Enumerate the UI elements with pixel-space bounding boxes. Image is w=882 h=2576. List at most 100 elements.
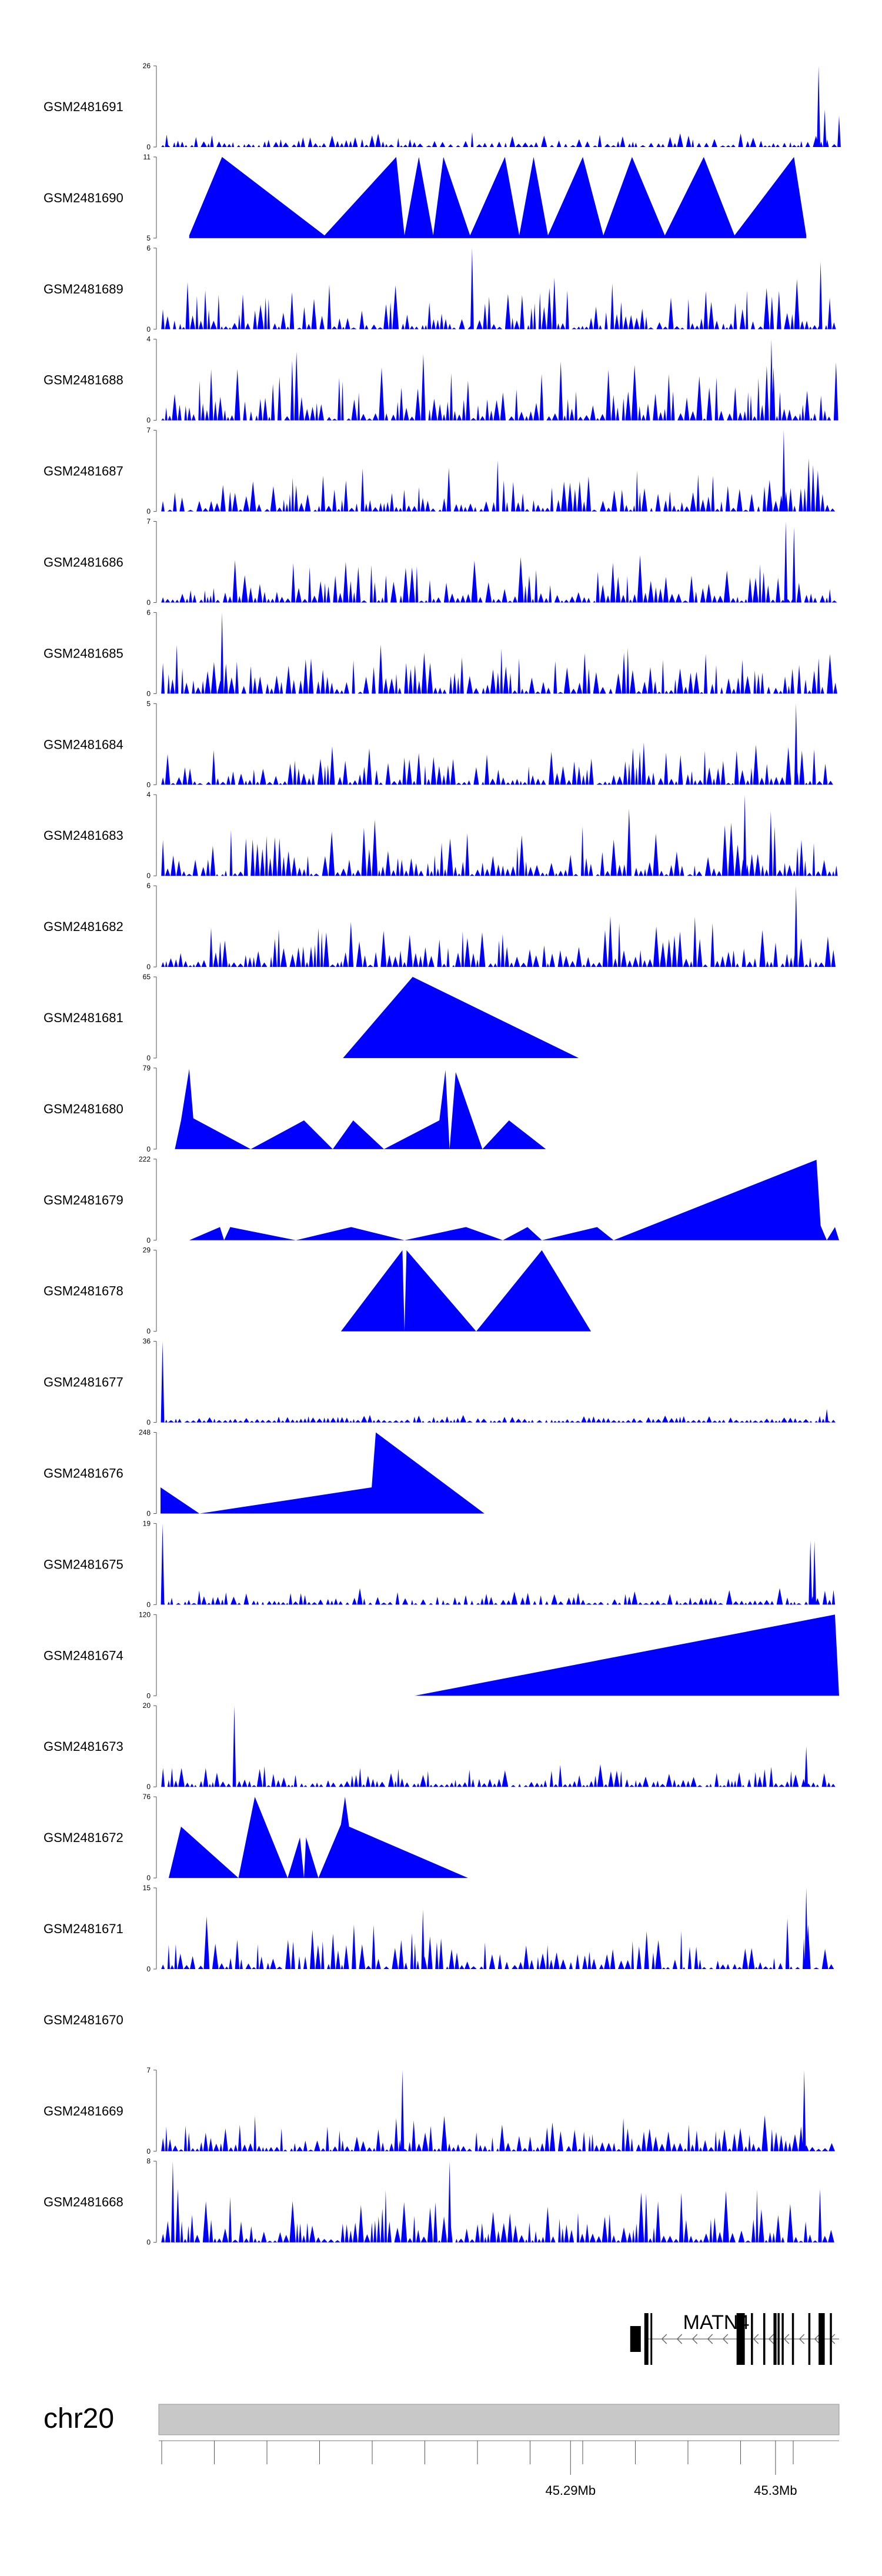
track-gsm2481681: GSM2481681 65 0	[44, 973, 579, 1062]
y-min-label: 0	[146, 1510, 151, 1518]
track-label: GSM2481670	[44, 2013, 123, 2027]
y-max-label: 7	[146, 2066, 151, 2074]
track-gsm2481671: GSM2481671 15 0	[44, 1884, 839, 1973]
track-gsm2481672: GSM2481672 76 0	[44, 1793, 468, 1882]
y-min-label: 0	[146, 416, 151, 425]
y-max-label: 36	[143, 1337, 151, 1346]
strand-arrow	[722, 2334, 729, 2344]
track-gsm2481669: GSM2481669 7 0	[44, 2066, 839, 2155]
track-gsm2481689: GSM2481689 6 0	[44, 244, 839, 333]
track-gsm2481690: GSM2481690 11 5	[44, 153, 807, 242]
coverage-area	[161, 1888, 839, 1969]
track-gsm2481680: GSM2481680 79 0	[44, 1064, 546, 1153]
y-max-label: 76	[143, 1793, 151, 1801]
strand-arrow	[707, 2334, 713, 2344]
y-min-label: 0	[146, 599, 151, 607]
y-min-label: 0	[146, 1600, 151, 1609]
track-gsm2481677: GSM2481677 36 0	[44, 1337, 839, 1427]
coverage-area	[161, 2070, 839, 2151]
track-label: GSM2481688	[44, 373, 123, 388]
y-max-label: 248	[139, 1429, 151, 1437]
track-label: GSM2481672	[44, 1830, 123, 1845]
y-min-label: 0	[146, 1327, 151, 1336]
y-max-label: 8	[146, 2157, 151, 2165]
track-gsm2481678: GSM2481678 29 0	[44, 1246, 592, 1336]
coverage-area	[161, 795, 839, 876]
y-min-label: 0	[146, 2238, 151, 2247]
track-gsm2481679: GSM2481679 222 0	[44, 1155, 839, 1244]
y-min-label: 0	[146, 1691, 151, 1700]
y-max-label: 6	[146, 608, 151, 616]
gene-exon	[777, 2313, 780, 2365]
track-label: GSM2481691	[44, 99, 123, 114]
track-gsm2481691: GSM2481691 26 0	[44, 62, 841, 151]
coverage-area	[161, 521, 839, 603]
gene-exon	[763, 2313, 766, 2365]
track-label: GSM2481682	[44, 919, 123, 934]
y-max-label: 20	[143, 1701, 151, 1710]
y-min-label: 0	[146, 689, 151, 698]
track-gsm2481687: GSM2481687 7 0	[44, 426, 839, 516]
y-max-label: 6	[146, 882, 151, 890]
strand-arrow	[799, 2334, 805, 2344]
track-label: GSM2481674	[44, 1648, 123, 1663]
y-max-label: 65	[143, 973, 151, 981]
track-label: GSM2481673	[44, 1739, 123, 1754]
track-label: GSM2481680	[44, 1102, 123, 1116]
gene-exon	[630, 2326, 641, 2352]
track-label: GSM2481677	[44, 1375, 123, 1390]
coverage-area	[168, 1797, 468, 1878]
y-min-label: 0	[146, 963, 151, 971]
y-max-label: 120	[139, 1610, 151, 1619]
coverage-area	[161, 339, 839, 421]
track-gsm2481688: GSM2481688 4 0	[44, 335, 839, 425]
gene-exon	[650, 2313, 653, 2365]
track-label: GSM2481689	[44, 282, 123, 296]
strand-arrow	[753, 2334, 759, 2344]
y-min-label: 0	[146, 1145, 151, 1153]
chromosome-ideogram: chr20	[44, 2403, 840, 2435]
track-label: GSM2481684	[44, 737, 123, 752]
strand-arrow	[814, 2334, 820, 2344]
coverage-area	[161, 1706, 839, 1787]
gene-annotation-track: MATN4	[630, 2311, 839, 2365]
y-min-label: 0	[146, 143, 151, 151]
track-label: GSM2481678	[44, 1284, 123, 1299]
coverage-area	[161, 1341, 839, 1423]
y-min-label: 0	[146, 780, 151, 789]
coverage-area	[161, 886, 839, 967]
coverage-area	[161, 430, 839, 512]
track-gsm2481686: GSM2481686 7 0	[44, 518, 839, 607]
track-gsm2481684: GSM2481684 5 0	[44, 699, 839, 789]
track-label: GSM2481669	[44, 2104, 123, 2118]
gene-exon	[830, 2313, 832, 2365]
y-max-label: 6	[146, 244, 151, 252]
y-max-label: 5	[146, 699, 151, 708]
chromosome-label: chr20	[44, 2403, 114, 2434]
y-max-label: 15	[143, 1884, 151, 1892]
gene-exon	[818, 2313, 825, 2365]
coverage-area	[161, 1523, 839, 1605]
track-gsm2481682: GSM2481682 6 0	[44, 882, 839, 971]
track-label: GSM2481681	[44, 1010, 123, 1025]
gene-exon	[773, 2313, 777, 2365]
track-label: GSM2481687	[44, 464, 123, 479]
axis-tick-label: 45.29Mb	[545, 2483, 596, 2498]
track-gsm2481676: GSM2481676 248 0	[44, 1429, 485, 1518]
y-min-label: 0	[146, 2147, 151, 2155]
y-min-label: 5	[146, 234, 151, 242]
coverage-area	[189, 156, 807, 238]
track-gsm2481668: GSM2481668 8 0	[44, 2157, 839, 2247]
coverage-area	[161, 66, 841, 147]
coverage-area	[161, 703, 839, 785]
gene-exon	[808, 2313, 811, 2365]
track-label: GSM2481679	[44, 1193, 123, 1207]
y-max-label: 4	[146, 335, 151, 343]
y-max-label: 29	[143, 1246, 151, 1254]
track-gsm2481673: GSM2481673 20 0	[44, 1701, 839, 1791]
track-label: GSM2481675	[44, 1557, 123, 1571]
coverage-area	[175, 1069, 546, 1149]
track-label: GSM2481690	[44, 191, 123, 205]
y-max-label: 79	[143, 1064, 151, 1072]
